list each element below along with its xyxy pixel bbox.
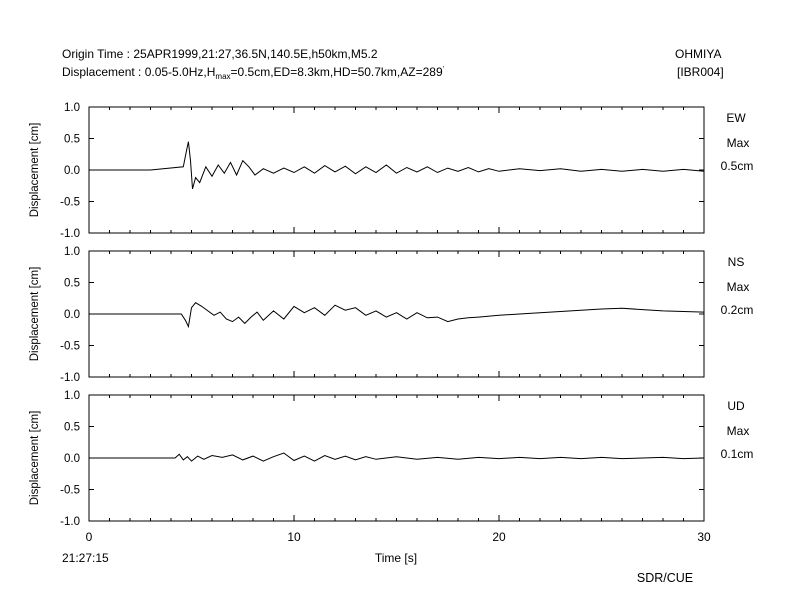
- component-label-ud: UD: [727, 399, 745, 413]
- component-label-ew: EW: [726, 111, 746, 125]
- x-tick-label: 10: [287, 530, 301, 544]
- y-tick-label: 0.5: [64, 134, 80, 146]
- y-tick-label: 0.5: [64, 422, 80, 434]
- displacement-suffix: =0.5cm,ED=8.3km,HD=50.7km,AZ=289: [230, 65, 443, 79]
- trace-ns: [89, 302, 705, 329]
- station-name: OHMIYA: [675, 47, 722, 61]
- y-axis-label: Displacement [cm]: [29, 267, 41, 362]
- degree-mark: ': [442, 66, 444, 73]
- x-axis-label: Time [s]: [375, 551, 417, 565]
- x-tick-label: 30: [697, 530, 711, 544]
- y-tick-label: 1.0: [64, 246, 80, 258]
- y-tick-label: 0.0: [64, 309, 80, 321]
- y-tick-label: -0.5: [60, 197, 80, 209]
- x-tick-label: 20: [492, 530, 506, 544]
- max-value: 0.2cm: [721, 303, 754, 317]
- x-tick-label: 0: [86, 530, 93, 544]
- y-tick-label: -1.0: [60, 372, 80, 384]
- max-value: 0.5cm: [721, 159, 754, 173]
- max-label: Max: [727, 136, 750, 150]
- y-tick-label: -1.0: [60, 228, 80, 240]
- y-tick-label: 0.0: [64, 453, 80, 465]
- y-axis-label: Displacement [cm]: [29, 123, 41, 218]
- max-label: Max: [727, 280, 750, 294]
- trace-ew: [89, 141, 705, 190]
- station-code: [IBR004]: [677, 65, 724, 79]
- y-tick-label: 1.0: [64, 102, 80, 114]
- y-tick-label: -0.5: [60, 341, 80, 353]
- trace-ud: [89, 452, 705, 462]
- y-tick-label: -0.5: [60, 485, 80, 497]
- y-tick-label: 1.0: [64, 390, 80, 402]
- credit-label: SDR/CUE: [637, 571, 693, 585]
- component-label-ns: NS: [728, 255, 745, 269]
- max-label: Max: [727, 424, 750, 438]
- y-tick-label: 0.5: [64, 278, 80, 290]
- displacement-info: Displacement : 0.05-5.0Hz,Hmax=0.5cm,ED=…: [62, 65, 444, 82]
- displacement-subscript: max: [215, 72, 231, 81]
- origin-time-text: Origin Time : 25APR1999,21:27,36.5N,140.…: [62, 47, 378, 61]
- displacement-prefix: Displacement : 0.05-5.0Hz,H: [62, 65, 216, 79]
- y-axis-label: Displacement [cm]: [29, 411, 41, 506]
- max-value: 0.1cm: [721, 447, 754, 461]
- start-time-label: 21:27:15: [62, 551, 109, 565]
- y-tick-label: -1.0: [60, 516, 80, 528]
- y-tick-label: 0.0: [64, 165, 80, 177]
